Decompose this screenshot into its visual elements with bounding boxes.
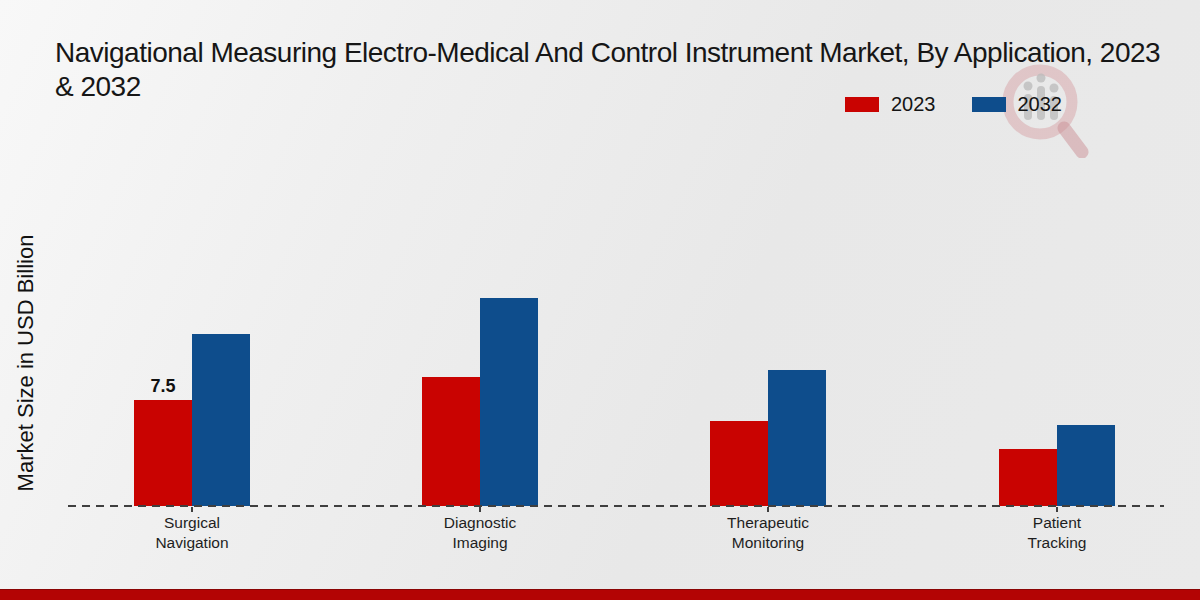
chart-page: Navigational Measuring Electro-Medical A… xyxy=(0,0,1200,600)
category-label-patient-tracking: PatientTracking xyxy=(977,513,1137,554)
legend-item-2032: 2032 xyxy=(972,93,1063,116)
legend-swatch-2032-icon xyxy=(972,97,1006,112)
value-label-7.5: 7.5 xyxy=(134,376,192,397)
legend-label-2023: 2023 xyxy=(891,93,936,116)
x-axis-baseline xyxy=(68,505,1164,507)
bar-2023-patient-tracking xyxy=(999,449,1057,506)
axis-tick-patient-tracking xyxy=(1056,507,1058,512)
category-label-therapeutic-monitoring: TherapeuticMonitoring xyxy=(688,513,848,554)
axis-tick-surgical-navigation xyxy=(191,507,193,512)
bar-2032-surgical-navigation xyxy=(192,334,250,506)
category-label-diagnostic-imaging: DiagnosticImaging xyxy=(400,513,560,554)
legend: 2023 2032 xyxy=(845,93,1084,116)
category-label-surgical-navigation: SurgicalNavigation xyxy=(112,513,272,554)
footer-red-strip xyxy=(0,589,1200,600)
bar-2032-therapeutic-monitoring xyxy=(768,370,826,506)
y-axis-label: Market Size in USD Billion xyxy=(13,203,39,523)
bar-2032-diagnostic-imaging xyxy=(480,298,538,506)
bar-2023-diagnostic-imaging xyxy=(422,377,480,506)
bar-2032-patient-tracking xyxy=(1057,425,1115,506)
axis-tick-diagnostic-imaging xyxy=(479,507,481,512)
legend-item-2023: 2023 xyxy=(845,93,936,116)
bar-2023-surgical-navigation xyxy=(134,400,192,506)
axis-tick-therapeutic-monitoring xyxy=(767,507,769,512)
bar-2023-therapeutic-monitoring xyxy=(710,421,768,506)
legend-label-2032: 2032 xyxy=(1018,93,1063,116)
legend-swatch-2023-icon xyxy=(845,97,879,112)
